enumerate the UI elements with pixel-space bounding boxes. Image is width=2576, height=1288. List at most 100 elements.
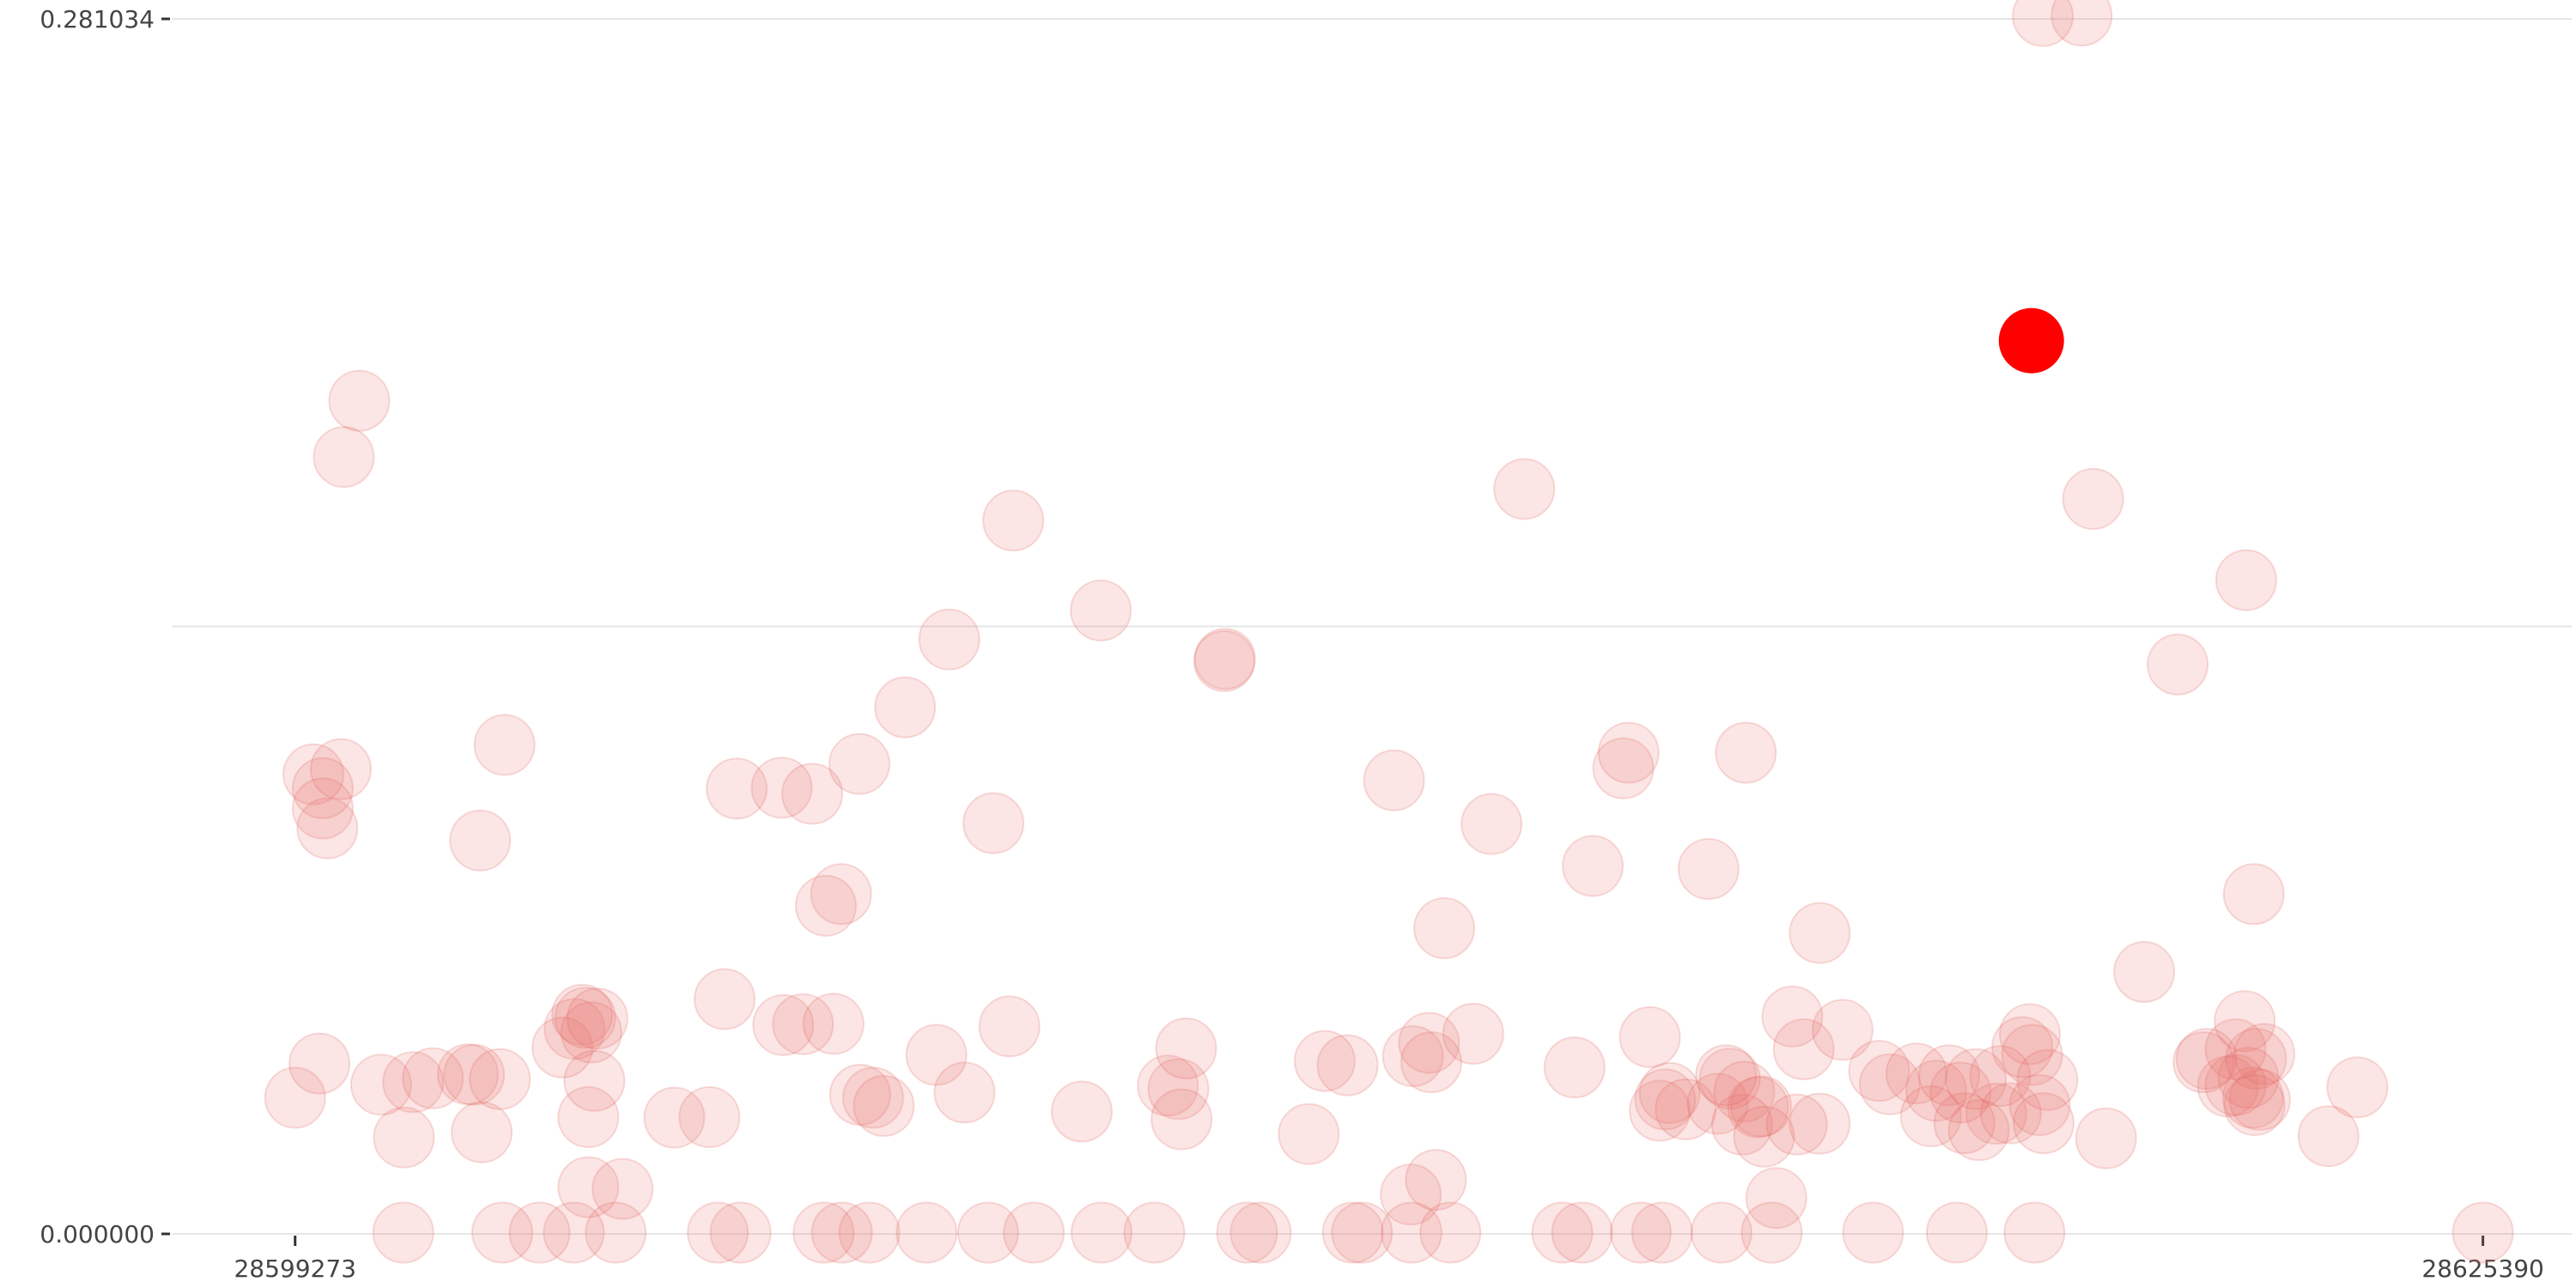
data-point (2016, 1048, 2079, 1111)
data-point (282, 743, 344, 805)
data-point (557, 1086, 620, 1149)
data-point (543, 1201, 605, 1264)
data-point (1123, 1201, 1186, 1264)
data-point (1070, 1201, 1133, 1264)
data-point (532, 1016, 594, 1078)
data-point (557, 1156, 620, 1218)
data-point (2003, 1201, 2066, 1264)
data-point (1331, 1201, 1394, 1264)
data-point (982, 489, 1045, 552)
data-point (838, 1201, 901, 1264)
grid-lines (172, 18, 2572, 1235)
data-point (1710, 1093, 1773, 1156)
data-point (978, 995, 1041, 1058)
data-point (1230, 1201, 1292, 1264)
data-point (313, 426, 375, 489)
data-point (1194, 628, 1256, 690)
data-point (1733, 1105, 1795, 1168)
data-point (957, 1201, 1019, 1264)
data-point (895, 1201, 957, 1264)
data-points (264, 0, 2514, 1264)
data-point (2222, 863, 2285, 926)
data-point (2214, 990, 2276, 1053)
data-point (2297, 1105, 2360, 1168)
x-tick-label: 28625390 (2421, 1255, 2544, 1283)
data-point (373, 1106, 435, 1169)
data-point (1363, 749, 1425, 811)
data-point (1727, 1076, 1789, 1139)
data-point (1729, 1075, 1792, 1138)
data-point (563, 1049, 626, 1112)
data-point (1947, 1099, 2010, 1162)
data-point (554, 987, 617, 1049)
data-point (289, 1032, 351, 1095)
data-point (508, 1201, 571, 1264)
data-point (382, 1051, 445, 1114)
data-point (1531, 1201, 1594, 1264)
data-point (1631, 1201, 1693, 1264)
data-point (1398, 1012, 1461, 1074)
data-point (450, 1101, 513, 1163)
data-point (1293, 1030, 1356, 1092)
data-point (1765, 1093, 1828, 1156)
data-point (1413, 897, 1475, 960)
data-point (2012, 0, 2075, 47)
data-point (1885, 1042, 1947, 1105)
data-point (829, 1063, 891, 1126)
data-point (2451, 1201, 2514, 1264)
data-point (1551, 1201, 1613, 1264)
data-point (1991, 1016, 2054, 1078)
data-point (1655, 1078, 1717, 1140)
data-point (2225, 1028, 2287, 1091)
data-point (1695, 1044, 1758, 1107)
data-point (1690, 1201, 1753, 1264)
data-point (811, 1201, 873, 1264)
data-point (2233, 1023, 2296, 1085)
data-point (1634, 1068, 1697, 1131)
data-point (2221, 1066, 2284, 1129)
data-point (291, 777, 354, 840)
data-point (2204, 1054, 2267, 1116)
data-point (592, 1157, 654, 1220)
data-point (449, 809, 512, 872)
data-point (905, 1024, 968, 1086)
data-point (1493, 458, 1556, 520)
data-point (772, 993, 835, 1055)
data-point (1400, 1031, 1462, 1094)
data-point (802, 993, 865, 1055)
data-point (2172, 1031, 2235, 1094)
data-point (1929, 1061, 1992, 1124)
data-point (678, 1086, 741, 1149)
data-point (693, 968, 756, 1030)
data-point (1561, 835, 1624, 897)
y-tick-label: 0.000000 (39, 1220, 155, 1249)
data-point (1933, 1092, 1996, 1155)
data-point (1442, 1002, 1504, 1065)
data-point (1761, 985, 1824, 1048)
data-point (1842, 1201, 1905, 1264)
data-point (1905, 1060, 1967, 1122)
data-point (1715, 721, 1777, 784)
data-point (1945, 1048, 2008, 1110)
axes: 0.000000 0.281034 28599273 28625390 (39, 5, 2543, 1283)
data-point (1002, 1201, 1065, 1264)
data-point (2075, 1107, 2137, 1170)
data-point (1461, 793, 1523, 855)
data-point (469, 1048, 532, 1110)
data-point (1999, 1003, 2062, 1066)
data-point (1745, 1167, 1807, 1230)
data-point (794, 874, 857, 937)
data-point (296, 797, 359, 860)
data-point (349, 1054, 412, 1116)
data-point (2113, 940, 2176, 1003)
data-point (810, 863, 872, 926)
data-point (1965, 1083, 2027, 1145)
data-point (1193, 629, 1255, 692)
data-point (2204, 1018, 2267, 1081)
data-point (1772, 1018, 1835, 1081)
data-point (1789, 902, 1851, 964)
data-point (2196, 1055, 2259, 1118)
data-point (560, 1001, 623, 1064)
data-point (1216, 1201, 1279, 1264)
